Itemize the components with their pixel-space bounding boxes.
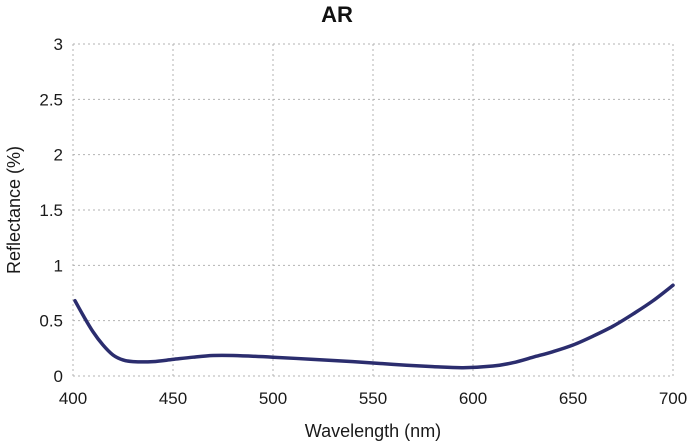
y-tick-label: 3: [54, 35, 63, 54]
x-tick-label: 650: [559, 389, 587, 408]
y-tick-label: 2: [54, 146, 63, 165]
x-axis-label: Wavelength (nm): [305, 421, 441, 441]
x-tick-label: 600: [459, 389, 487, 408]
x-tick-label: 500: [259, 389, 287, 408]
x-tick-label: 400: [59, 389, 87, 408]
x-tick-labels: 400 450 500 550 600 650 700: [59, 389, 687, 408]
y-tick-label: 0.5: [39, 312, 63, 331]
y-tick-label: 0: [54, 367, 63, 386]
y-tick-label: 1: [54, 256, 63, 275]
chart-title: AR: [321, 2, 353, 27]
y-tick-labels: 0 0.5 1 1.5 2 2.5 3: [39, 35, 63, 386]
y-tick-label: 2.5: [39, 90, 63, 109]
y-tick-label: 1.5: [39, 201, 63, 220]
x-tick-label: 550: [359, 389, 387, 408]
x-tick-label: 700: [659, 389, 687, 408]
grid-lines: [72, 43, 674, 377]
x-tick-label: 450: [159, 389, 187, 408]
reflectance-series-line: [73, 283, 675, 370]
y-axis-label: Reflectance (%): [4, 146, 24, 274]
data-series: [73, 283, 675, 370]
